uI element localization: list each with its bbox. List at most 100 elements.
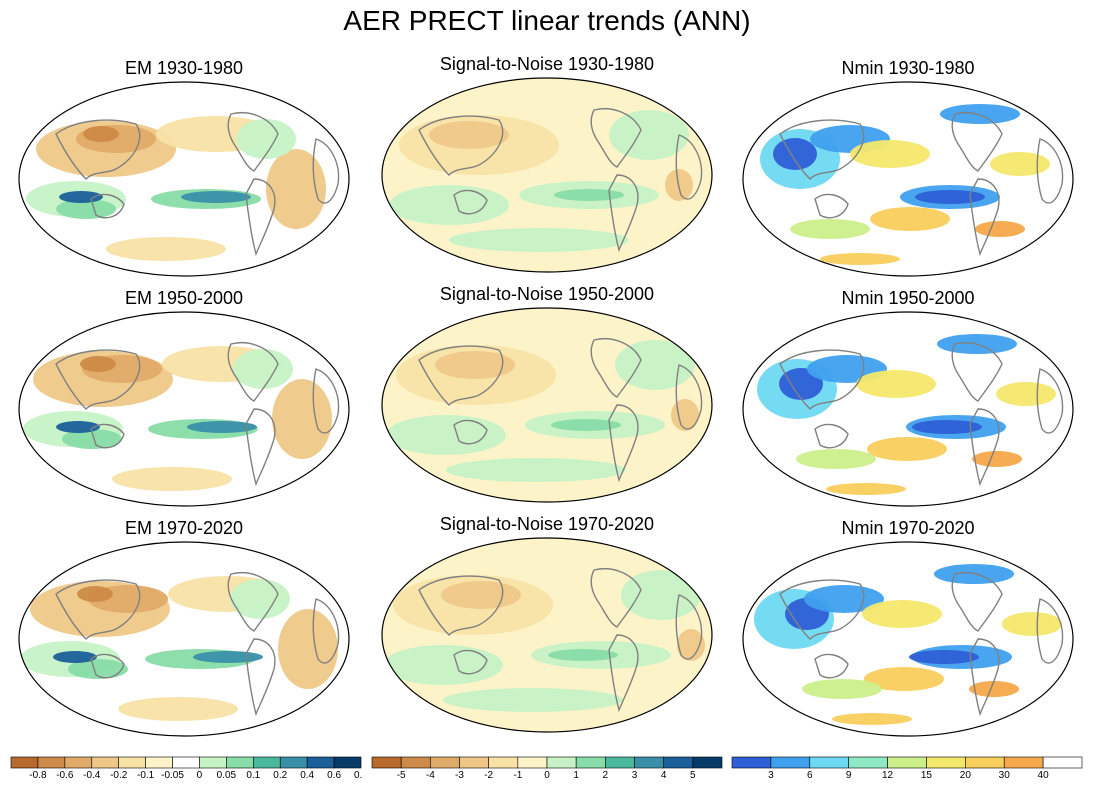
colorbar-box [37,756,66,769]
colorbar-label: 3 [768,770,774,781]
coastline [453,189,488,215]
map-border [742,541,1074,737]
coastline [814,653,849,679]
panel-sn-1970-2020: Signal-to-Noise 1970-2020 [379,513,715,735]
coastline [1036,138,1064,204]
colorbar-label: 0.2 [273,770,287,781]
coastline [675,364,703,430]
field-contour [446,458,626,482]
coastline [418,115,504,176]
coastline [245,408,276,487]
field-contour [551,419,621,431]
colorbar-label: 0 [544,770,550,781]
field-contour [193,651,263,663]
colorbar-box [333,756,362,769]
colorbar-box [887,756,927,769]
colorbar-label: 6 [807,770,813,781]
field-contour [181,191,251,203]
coastline [608,174,639,253]
panel-em-1970-2020: EM 1970-2020 [16,517,352,739]
field-contour [972,451,1022,467]
panel-title: Signal-to-Noise 1930-1980 [439,54,655,74]
field-contour [832,713,912,725]
colorbar-box [1042,756,1083,769]
field-contour [83,126,119,142]
colorbar-box [809,756,849,769]
coastline [55,579,141,640]
field-contour [790,219,870,239]
coastline [779,119,865,180]
colorbar-label: 0.6 [327,770,341,781]
coastline [608,634,639,713]
panel-title: Nmin 1970-2020 [841,518,975,538]
colorbar-box [634,756,664,769]
field-contour [779,368,823,400]
coastline [675,134,703,200]
coastline [1036,598,1064,664]
colorbar-box [1003,756,1044,769]
panel-title: EM 1950-2000 [124,288,244,308]
coastline [969,408,1000,487]
coastline [969,178,1000,257]
field-contour [621,570,701,620]
field-contour [68,659,128,679]
field-contour [386,415,506,455]
field-contour [112,467,232,491]
colorbar-box [306,756,335,769]
field-contour [441,581,521,609]
colorbar-label: 40 [1038,770,1050,781]
field-contour [77,586,113,602]
panel-sn-1950-2000: Signal-to-Noise 1950-2000 [379,283,715,505]
coastline [969,638,1000,717]
colorbar-box [731,756,772,769]
coastline [55,349,141,410]
colorbar-box [279,756,308,769]
coastline [590,338,642,398]
field-contour [106,237,226,261]
field-contour [677,629,705,661]
field-contour [80,356,116,372]
coastline [418,345,504,406]
map-signal-to-noise [381,77,713,273]
colorbar-box [253,756,281,769]
coastline [951,572,1003,632]
coastline [245,638,276,717]
field-contour [615,340,695,390]
coastline [227,572,279,632]
coastline [779,579,865,640]
colorbar-label: -0.1 [137,770,155,781]
colorbar-box [226,756,254,769]
figure-title: AER PRECT linear trends (ANN) [343,5,751,36]
map-nmin [742,81,1074,277]
field-contour [278,609,338,689]
map-border [742,81,1074,277]
colorbar-label: -3 [455,770,464,781]
coastline [675,594,703,660]
panel-title: Signal-to-Noise 1950-2000 [439,284,655,304]
colorbar-box [118,756,146,769]
colorbar-label: 0.4 [300,770,314,781]
coastline [312,368,340,434]
field-contour [62,429,122,449]
field-contour [266,149,326,229]
colorbar-box [965,756,1005,769]
colorbar-box [546,756,577,769]
coastline [90,423,125,449]
map-border [381,77,713,273]
field-contour [53,651,97,663]
colorbar-box [459,756,489,769]
field-contour [773,138,817,170]
colorbar-box [575,756,606,769]
coastline [590,108,642,168]
field-contour [996,382,1056,406]
field-contour [59,191,103,203]
map-signal-to-noise [381,307,713,503]
field-contour [443,688,623,712]
field-contour [435,351,515,379]
field-contour [56,421,100,433]
colorbar-box [91,756,119,769]
coastline [608,404,639,483]
panel-nmin-1930-1980: Nmin 1930-1980 [740,57,1076,279]
coastline [90,653,125,679]
colorbar-label: 20 [960,770,972,781]
